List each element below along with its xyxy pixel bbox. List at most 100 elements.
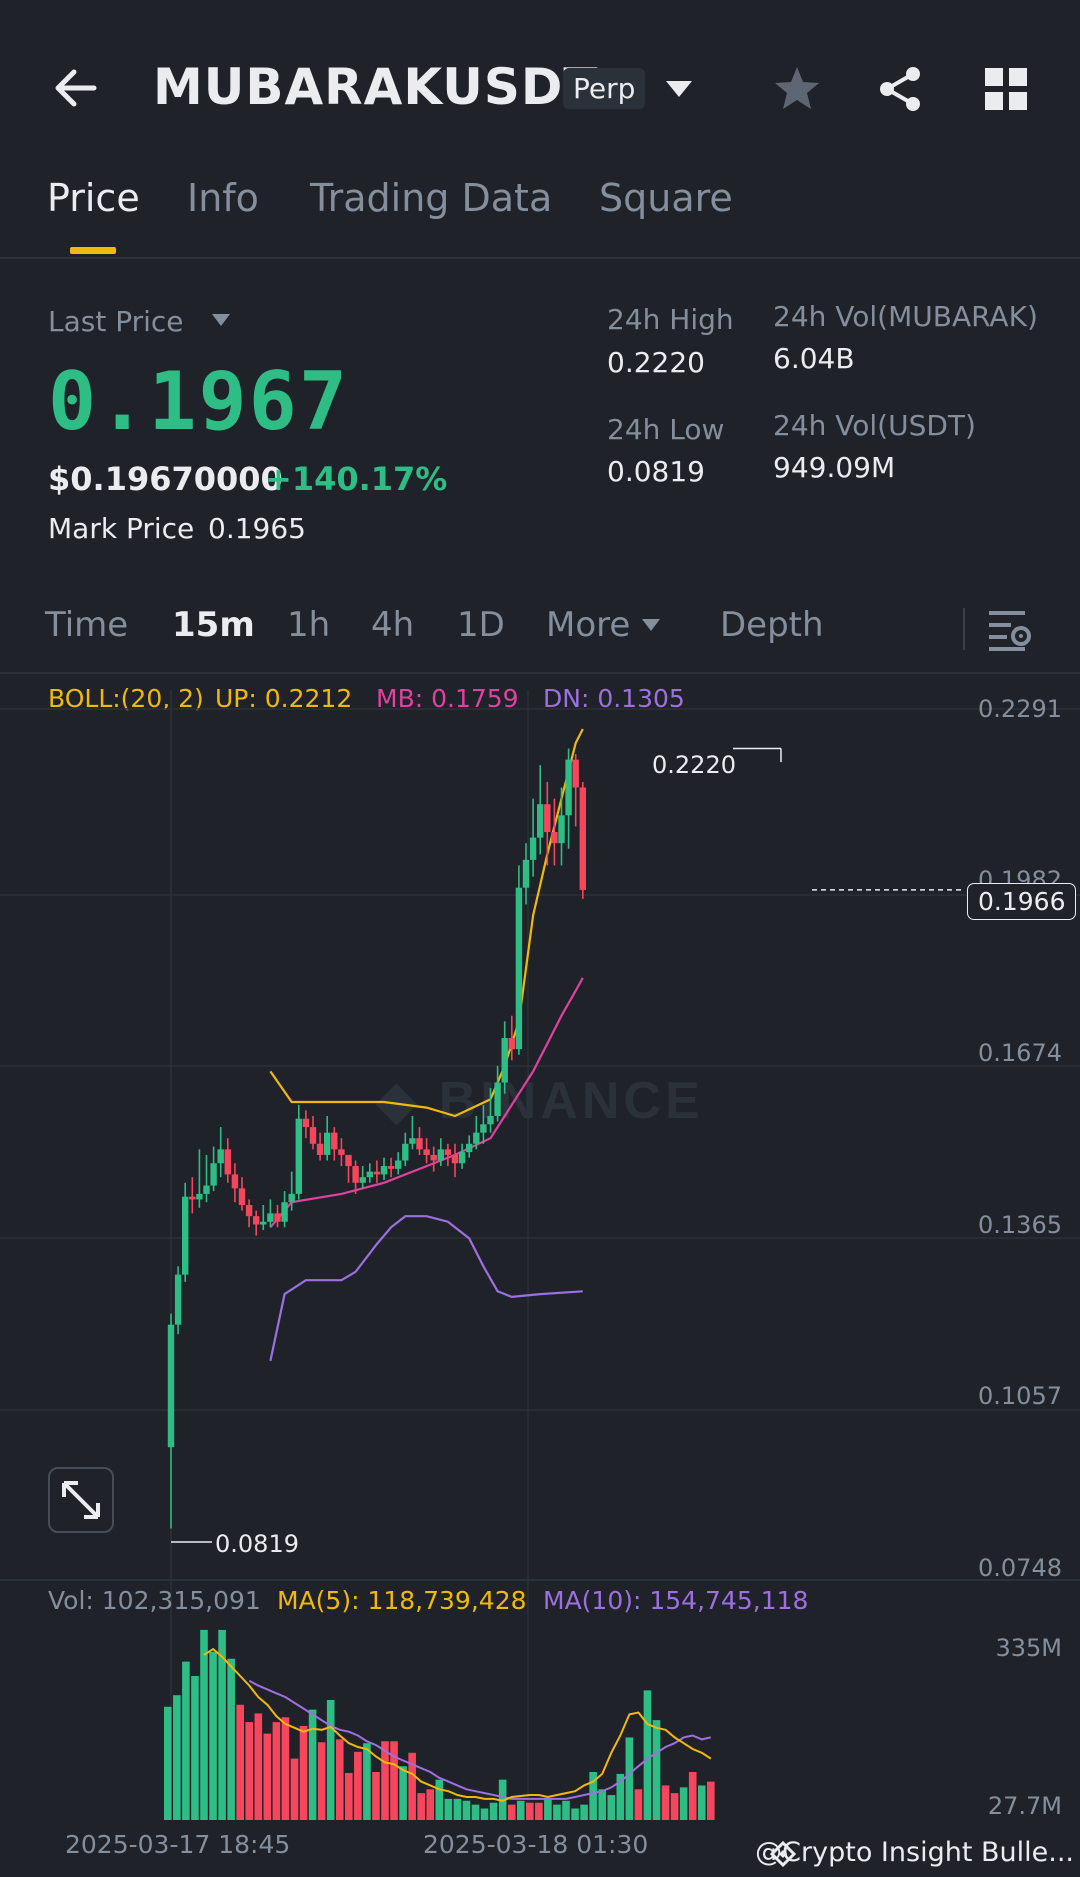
volume-bar	[516, 1800, 525, 1820]
volume-bar	[679, 1787, 688, 1820]
symbol-title[interactable]: MUBARAKUSDT	[153, 58, 599, 116]
price-chart[interactable]: ◆ BINANCE	[0, 690, 1080, 1840]
candle-body	[416, 1138, 423, 1150]
x-axis-date: 2025-03-17 18:45	[65, 1830, 291, 1859]
candle-body	[359, 1177, 366, 1183]
volume-bar	[426, 1789, 435, 1820]
interval-4h[interactable]: 4h	[371, 605, 415, 645]
candle-body	[466, 1143, 473, 1153]
mark-price-value: 0.1965	[208, 512, 306, 545]
volume-bar	[335, 1739, 344, 1820]
expand-chart-button[interactable]	[48, 1467, 114, 1533]
volume-bar	[290, 1758, 299, 1820]
volume-bar	[507, 1804, 516, 1820]
vol-ma10-line	[248, 1679, 712, 1800]
candle-body	[217, 1149, 224, 1164]
tab-price[interactable]: Price	[47, 176, 140, 220]
price-markers	[171, 747, 965, 1543]
volume-bar	[245, 1722, 254, 1820]
candle-body	[579, 787, 586, 890]
high-label: 24h High	[607, 303, 734, 336]
interval-15m[interactable]: 15m	[172, 605, 255, 645]
volume-bar	[326, 1700, 335, 1820]
volume-bar	[544, 1798, 552, 1820]
price-axis-tick: 0.1365	[978, 1211, 1062, 1239]
volume-bar	[670, 1793, 679, 1820]
tab-trading-data[interactable]: Trading Data	[310, 176, 553, 220]
interval-depth[interactable]: Depth	[720, 605, 824, 645]
candle-body	[245, 1205, 253, 1217]
back-arrow-icon[interactable]	[48, 60, 104, 116]
volume-ma-lines	[203, 1647, 712, 1802]
candle-body	[515, 887, 523, 1050]
volume-bar	[254, 1713, 263, 1820]
chart-settings-icon[interactable]	[985, 605, 1035, 655]
tabs-divider	[0, 257, 1080, 259]
volume-bar	[661, 1785, 670, 1820]
volume-bar	[453, 1798, 462, 1820]
boll-dn-line	[269, 1215, 583, 1362]
tab-square[interactable]: Square	[599, 176, 733, 220]
candle-body	[558, 815, 565, 844]
dropdown-caret-icon[interactable]	[664, 78, 694, 100]
last-price-value: 0.1967	[48, 355, 349, 448]
price-axis-tick: 0.2291	[978, 695, 1062, 723]
volume-bar	[562, 1800, 570, 1820]
volume-bar	[363, 1743, 371, 1820]
interval-1h[interactable]: 1h	[287, 605, 331, 645]
volume-bar	[209, 1652, 217, 1820]
candle-body	[423, 1149, 430, 1155]
candle-body	[231, 1174, 239, 1189]
vol-quote-label: 24h Vol(USDT)	[773, 409, 976, 442]
volume-bar	[643, 1690, 652, 1820]
boll-mb-line	[269, 977, 584, 1229]
volume-bar	[616, 1773, 625, 1820]
vol-quote-value: 949.09M	[773, 451, 896, 484]
more-caret-icon[interactable]	[640, 617, 662, 633]
interval-time[interactable]: Time	[45, 605, 129, 645]
last-price-dropdown-icon[interactable]	[210, 312, 232, 328]
volume-bar	[173, 1695, 181, 1820]
active-tab-indicator	[70, 247, 116, 254]
volume-bar	[589, 1772, 597, 1820]
candle-body	[473, 1132, 480, 1144]
candle-body	[316, 1143, 324, 1155]
candle-body	[352, 1166, 359, 1183]
candle-body	[544, 804, 551, 833]
watermark-text: ◆ BINANCE	[375, 1072, 703, 1130]
grid-menu-icon[interactable]	[983, 66, 1029, 112]
volume-bar	[462, 1800, 471, 1820]
high-value: 0.2220	[607, 346, 705, 379]
candle-body	[537, 804, 544, 838]
candle-body	[522, 859, 530, 888]
tab-info[interactable]: Info	[187, 176, 259, 220]
usd-price: $0.19670000	[48, 460, 283, 498]
price-axis-tick: 0.1057	[978, 1382, 1062, 1410]
bollinger-bands	[269, 728, 584, 1362]
volume-bar	[182, 1661, 190, 1820]
share-icon[interactable]	[875, 64, 925, 114]
interval-1d[interactable]: 1D	[457, 605, 505, 645]
candle-body	[338, 1149, 345, 1155]
volume-bar	[480, 1808, 489, 1820]
candle-body	[451, 1154, 459, 1164]
volume-bar	[236, 1704, 244, 1820]
volume-bar	[553, 1804, 561, 1820]
volume-bar	[227, 1658, 235, 1820]
candle-body	[572, 759, 579, 788]
chart-gridlines	[0, 690, 1080, 1820]
candle-body	[267, 1213, 274, 1222]
volume-bar	[526, 1802, 534, 1820]
volume-bar	[607, 1795, 616, 1820]
current-price-tag: 0.1966	[967, 883, 1077, 920]
vol-ma5-line	[203, 1647, 712, 1802]
last-price-label[interactable]: Last Price	[48, 305, 184, 338]
star-icon[interactable]	[772, 64, 822, 114]
vol-ma10: MA(10): 154,745,118	[543, 1586, 809, 1615]
volume-bar	[634, 1789, 643, 1820]
candle-body	[174, 1274, 182, 1325]
candle-body	[402, 1143, 409, 1161]
candle-body	[380, 1166, 388, 1175]
interval-more[interactable]: More	[546, 605, 631, 645]
binance-watermark: ◆ BINANCE	[375, 1072, 703, 1130]
